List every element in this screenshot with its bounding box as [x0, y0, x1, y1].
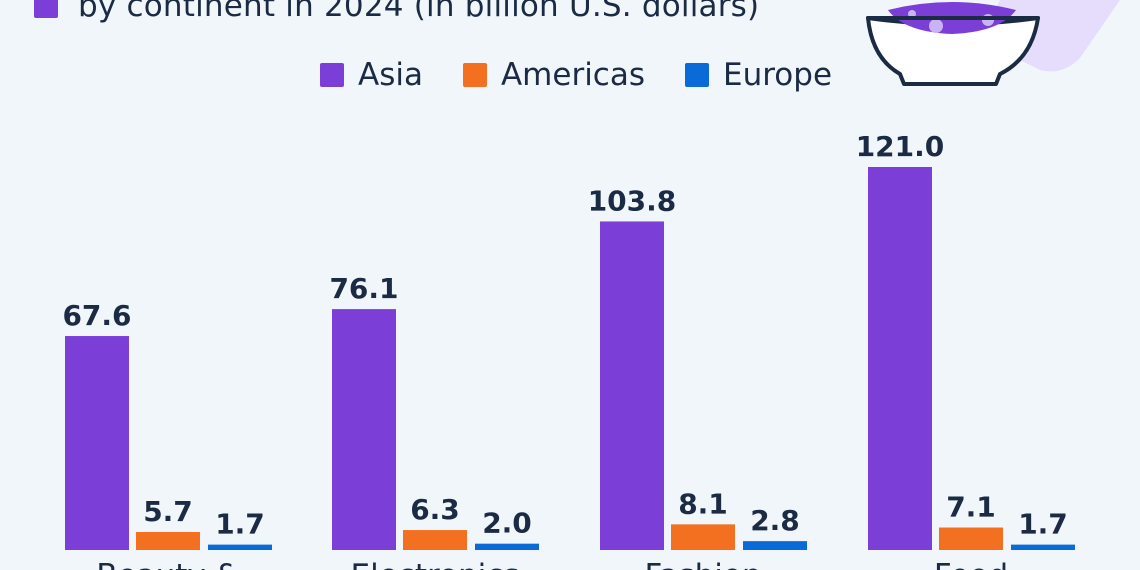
bar-europe-3 [1011, 544, 1075, 550]
bar-americas-3 [939, 527, 1003, 550]
legend-swatch-europe [685, 63, 709, 87]
value-label-europe-3: 1.7 [1018, 508, 1068, 541]
legend-item-asia: Asia [320, 57, 423, 93]
bar-americas-2 [671, 524, 735, 550]
legend-swatch-americas [462, 63, 487, 87]
bar-europe-2 [743, 541, 807, 550]
legend: Asia Americas Europe [320, 55, 872, 95]
value-label-europe-0: 1.7 [215, 508, 265, 541]
value-label-americas-3: 7.1 [946, 491, 996, 524]
category-label-1: Electronics [351, 558, 520, 570]
value-label-americas-1: 6.3 [410, 493, 460, 526]
legend-item-americas: Americas [462, 57, 645, 93]
bar-asia-1 [332, 309, 396, 550]
bar-europe-1 [475, 543, 539, 550]
legend-label-asia: Asia [358, 57, 423, 93]
chart-subtitle: by continent in 2024 (in billion U.S. do… [78, 0, 760, 24]
category-label-3: Food [934, 558, 1008, 570]
value-label-americas-2: 8.1 [678, 487, 728, 520]
category-label-0: Beauty & [96, 558, 240, 570]
value-label-asia-1: 76.1 [329, 272, 398, 305]
legend-label-americas: Americas [500, 57, 645, 93]
value-label-asia-2: 103.8 [588, 184, 677, 217]
legend-item-europe: Europe [685, 57, 832, 93]
bar-asia-2 [600, 221, 664, 550]
bar-americas-0 [136, 531, 200, 550]
value-label-asia-0: 67.6 [62, 299, 131, 332]
rice-bowl-icon [866, 0, 1120, 86]
legend-label-europe: Europe [723, 57, 833, 93]
value-label-europe-1: 2.0 [482, 507, 532, 540]
value-label-americas-0: 5.7 [143, 495, 193, 528]
category-label-2: Fashion [644, 558, 761, 570]
subtitle-row: by continent in 2024 (in billion U.S. do… [34, 0, 759, 26]
subtitle-marker [34, 0, 58, 18]
bar-asia-3 [868, 167, 932, 550]
value-label-europe-2: 2.8 [750, 504, 800, 537]
bar-americas-1 [403, 530, 467, 550]
value-label-asia-3: 121.0 [856, 130, 945, 163]
bar-asia-0 [65, 336, 129, 550]
bar-europe-0 [208, 544, 272, 550]
legend-swatch-asia [320, 63, 344, 87]
